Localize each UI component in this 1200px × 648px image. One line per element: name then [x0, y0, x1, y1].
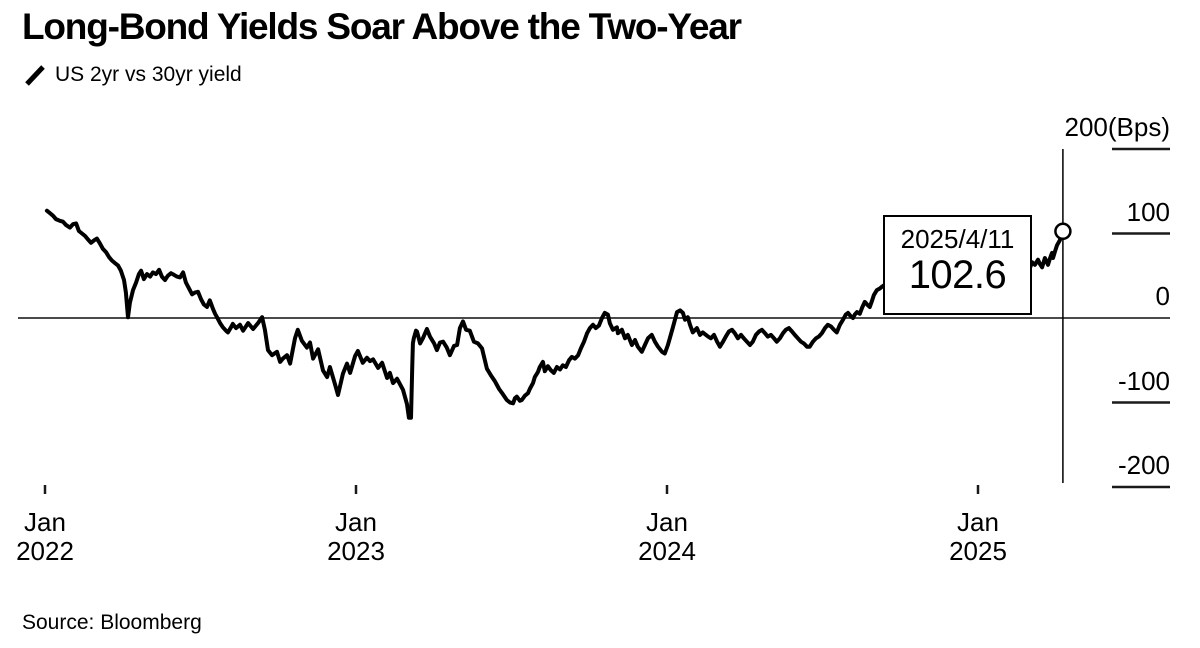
x-axis-tick-label: Jan 2025 [908, 508, 1048, 566]
source-credit: Source: Bloomberg [22, 611, 202, 634]
yield-spread-line [44, 208, 1065, 420]
y-axis-tick-label: 100 [1126, 196, 1170, 227]
x-axis-tick-label: Jan 2023 [286, 508, 426, 566]
y-axis-tick-label: 200(Bps) [1064, 112, 1171, 142]
callout-date: 2025/4/11 [900, 224, 1015, 254]
data-callout: 2025/4/11 102.6 [883, 215, 1032, 315]
line-series-slash-icon [24, 64, 46, 86]
x-tick-month: Jan [24, 507, 66, 537]
x-tick-month: Jan [335, 507, 377, 537]
x-tick-month: Jan [646, 507, 688, 537]
y-axis-tick-label: -100 [1117, 365, 1170, 396]
x-tick-month: Jan [957, 507, 999, 537]
x-tick-year: 2023 [327, 536, 385, 566]
x-tick-year: 2022 [16, 536, 74, 566]
page-title: Long-Bond Yields Soar Above the Two-Year [22, 6, 742, 47]
legend-label: US 2yr vs 30yr yield [55, 63, 242, 86]
y-axis-tick-label: -200 [1117, 450, 1170, 480]
callout-value: 102.6 [908, 253, 1007, 297]
x-tick-year: 2024 [638, 536, 696, 566]
last-point-marker [1054, 222, 1072, 241]
legend: US 2yr vs 30yr yield [24, 62, 242, 88]
x-tick-year: 2025 [949, 536, 1007, 566]
x-axis-tick-label: Jan 2022 [0, 508, 115, 566]
y-axis-tick-label: 0 [1155, 281, 1170, 311]
x-axis-tick-label: Jan 2024 [597, 508, 737, 566]
